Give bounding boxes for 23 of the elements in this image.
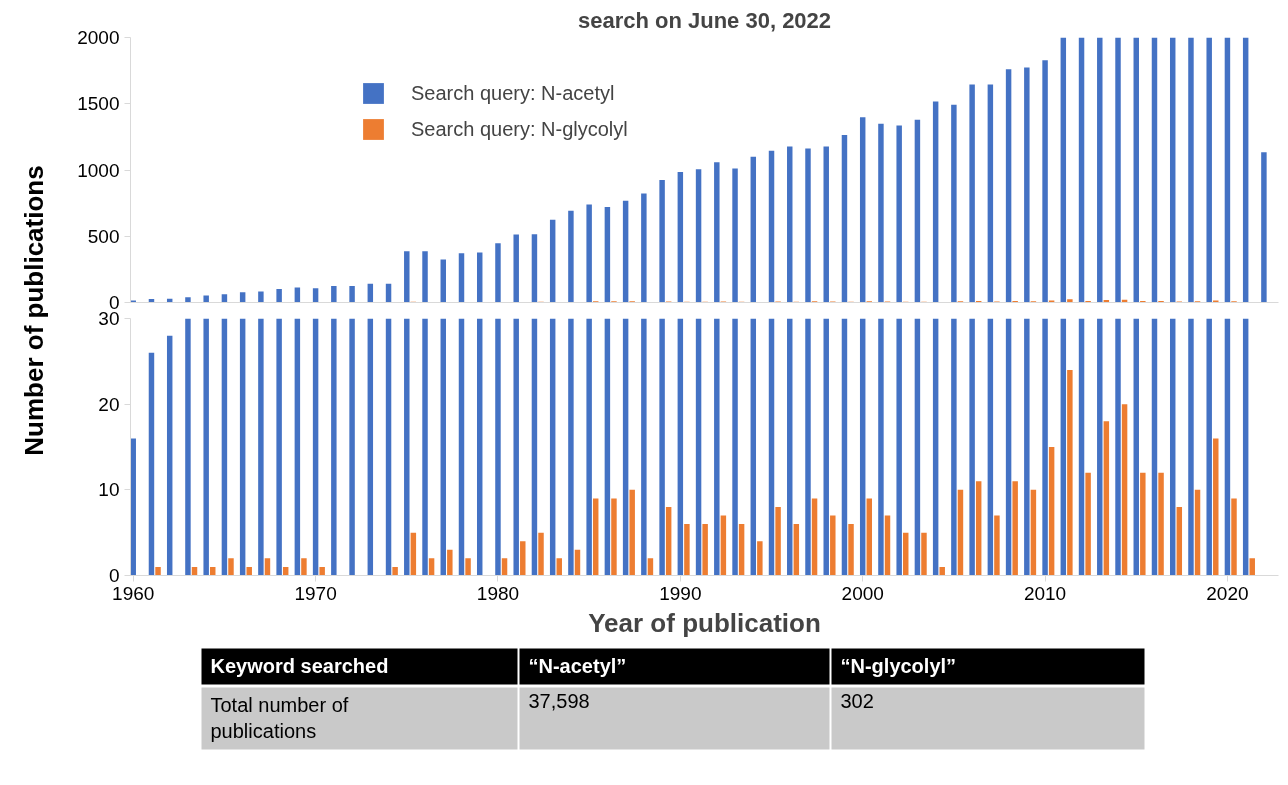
legend-label: Search query: N-acetyl (411, 81, 615, 105)
text: Keyword searched (210, 654, 389, 677)
y-tick-label: 20 (98, 393, 120, 415)
text: “N-acetyl” (528, 654, 627, 677)
y-tick-label: 1500 (77, 93, 120, 115)
x-tick-label: 2020 (1206, 582, 1249, 604)
text: “N-glycolyl” (840, 654, 957, 677)
x-axis-title: Year of publication (588, 607, 821, 638)
y-tick-label: 10 (98, 479, 120, 501)
x-tick-label: 1980 (476, 582, 520, 604)
y-axis-title: Number of publications (18, 165, 49, 456)
x-tick-label: 1970 (294, 582, 337, 604)
y-tick-label: 1000 (77, 159, 120, 181)
y-tick-label: 2000 (77, 27, 120, 48)
legend-label: Search query: N-glycolyl (411, 117, 628, 141)
x-tick-label: 1990 (659, 582, 702, 604)
x-tick-label: 2000 (841, 582, 884, 604)
text: 302 (840, 689, 874, 712)
text: Total number of publications (210, 693, 349, 742)
chart-title: search on June 30, 2022 (577, 7, 832, 33)
text: 37,598 (528, 689, 590, 712)
y-tick-label: 500 (87, 225, 120, 247)
x-tick-label: 2010 (1023, 582, 1067, 604)
